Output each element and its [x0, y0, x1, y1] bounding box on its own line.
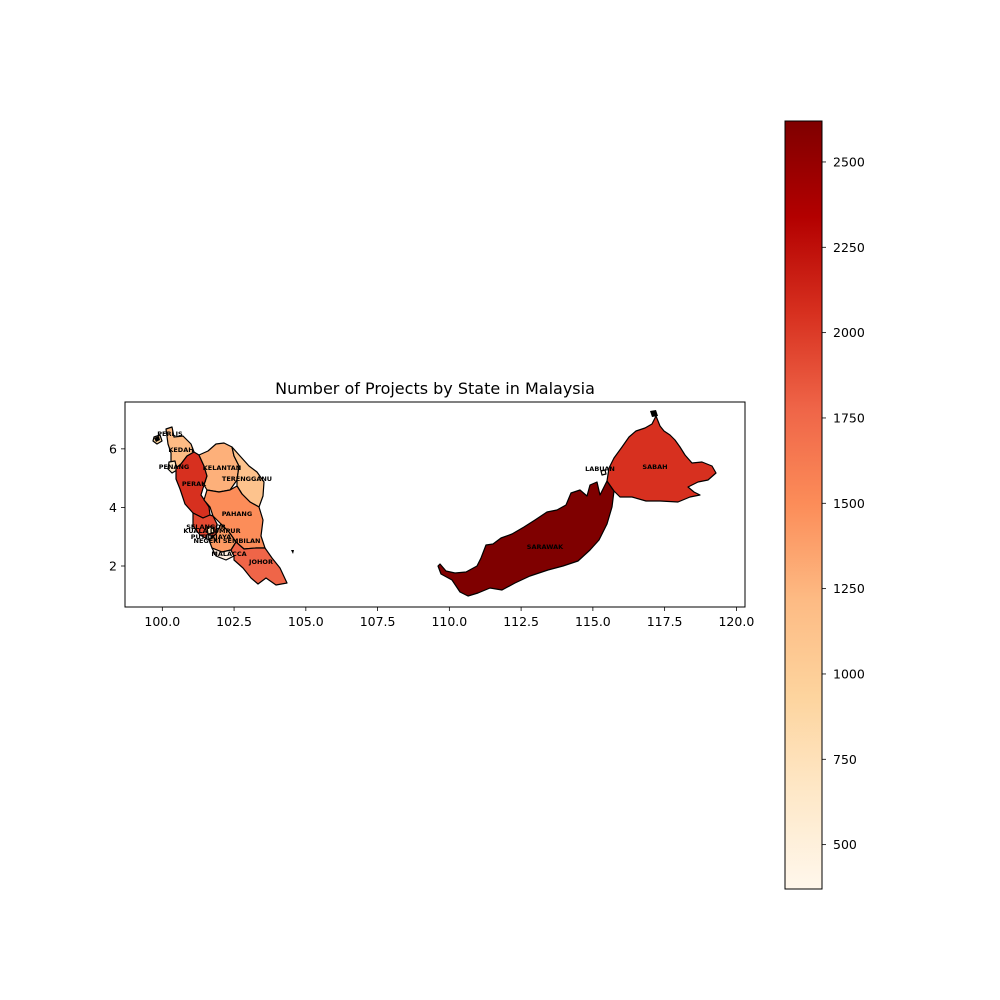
colorbar-tick-label: 2500 — [833, 154, 865, 169]
colorbar-tick-label: 2250 — [833, 240, 865, 255]
state-labels: PERLIS KEDAH PENANG PERAK KELANTAN TEREN… — [157, 430, 667, 566]
x-tick-label: 115.0 — [575, 614, 611, 629]
x-tick-label: 102.5 — [216, 614, 252, 629]
state-perak[interactable] — [175, 451, 211, 519]
label-sarawak: SARAWAK — [527, 543, 564, 551]
chart-title: Number of Projects by State in Malaysia — [275, 379, 595, 398]
label-kedah: KEDAH — [168, 446, 193, 454]
y-tick-label: 4 — [109, 500, 117, 515]
colorbar-tick-label: 750 — [833, 752, 857, 767]
colorbar-tick-label: 1000 — [833, 666, 865, 681]
island-banggi — [650, 410, 658, 417]
x-tick-label: 105.0 — [288, 614, 324, 629]
label-malacca: MALACCA — [211, 550, 246, 558]
label-perlis: PERLIS — [157, 430, 183, 438]
colorbar-tick-label: 1750 — [833, 410, 865, 425]
label-sabah: SABAH — [642, 463, 667, 471]
x-axis: 100.0 102.5 105.0 107.5 110.0 112.5 115.0 117.5… — [144, 607, 754, 629]
label-selangor: SELANGOR — [186, 523, 226, 531]
colorbar-tick-label: 1500 — [833, 496, 865, 511]
island-tioman — [291, 550, 294, 554]
state-kuala-lumpur[interactable] — [206, 526, 215, 535]
island-langkawi — [154, 436, 160, 442]
label-kuala-lumpur: KUALA LUMPUR — [183, 527, 240, 535]
y-tick-label: 2 — [109, 559, 117, 574]
label-terengganu: TERENGGANU — [222, 475, 272, 483]
label-pahang: PAHANG — [222, 510, 252, 518]
x-tick-label: 120.0 — [718, 614, 754, 629]
colorbar — [784, 120, 823, 890]
colorbar-ticks: 500 750 1000 1250 1500 1750 2000 2250 2500 — [822, 154, 865, 852]
state-labuan[interactable] — [600, 469, 607, 476]
colorbar-tick-label: 500 — [833, 837, 857, 852]
x-tick-label: 112.5 — [503, 614, 539, 629]
label-johor: JOHOR — [248, 558, 273, 566]
colorbar-tick-label: 1250 — [833, 581, 865, 596]
label-negeri-sembilan: NEGERI SEMBILAN — [194, 537, 261, 545]
y-axis: 2 4 6 — [109, 441, 125, 574]
label-labuan: LABUAN — [585, 465, 615, 473]
x-tick-label: 107.5 — [360, 614, 396, 629]
label-penang: PENANG — [159, 463, 189, 471]
label-putrajaya: PUTRAJAYA — [191, 533, 231, 541]
states-layer — [152, 410, 717, 597]
x-tick-label: 117.5 — [647, 614, 683, 629]
state-sarawak[interactable] — [437, 480, 615, 597]
x-tick-label: 100.0 — [144, 614, 180, 629]
state-johor[interactable] — [230, 541, 288, 586]
colorbar-tick-label: 2000 — [833, 325, 865, 340]
label-perak: PERAK — [182, 480, 207, 488]
y-tick-label: 6 — [109, 441, 117, 456]
state-sabah[interactable] — [606, 415, 717, 503]
label-kelantan: KELANTAN — [203, 464, 242, 472]
x-tick-label: 110.0 — [431, 614, 467, 629]
state-penang[interactable] — [167, 460, 178, 474]
